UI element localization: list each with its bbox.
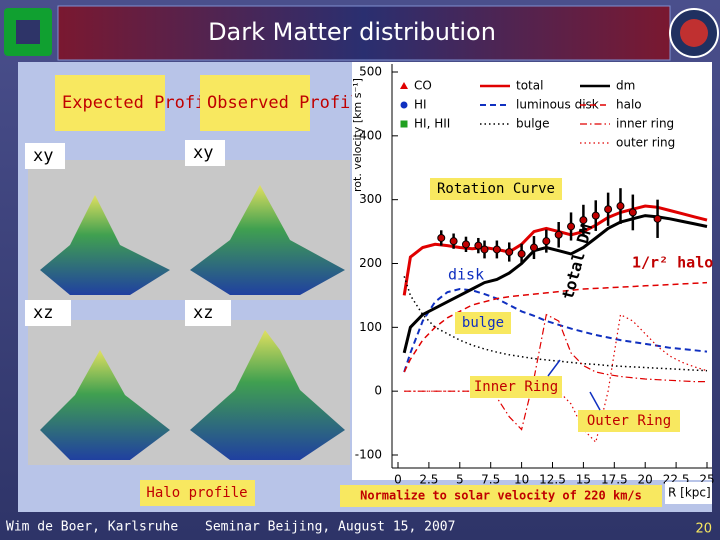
logo-right [669, 8, 719, 58]
data-point [591, 211, 600, 220]
x-tick-label: 17.5 [601, 473, 628, 487]
slide-title: Dark Matter distribution [208, 18, 496, 46]
legend-label: total [516, 79, 543, 93]
curve [404, 313, 708, 444]
arrow [547, 359, 561, 377]
data-point [449, 237, 458, 246]
data-point [461, 240, 470, 249]
annotation: Outer Ring [587, 413, 671, 429]
curve [402, 204, 708, 296]
label-box [25, 143, 65, 169]
data-point [474, 241, 483, 250]
title-banner [57, 5, 671, 61]
x-tick-label: 2.5 [419, 473, 438, 487]
data-point [480, 245, 489, 254]
x-tick-label: 0 [394, 473, 402, 487]
label-box [185, 140, 225, 166]
xy-label: xy [193, 143, 213, 163]
legend-label: CO [414, 79, 432, 93]
x-tick-label: 20 [638, 473, 653, 487]
y-tick-label: 200 [359, 256, 382, 270]
legend-label: bulge [516, 117, 550, 131]
data-point [628, 208, 637, 217]
surface-plots [28, 160, 350, 465]
expected-label: Expected Profile [62, 93, 226, 113]
arrow [589, 391, 601, 411]
x-tick-label: 12.5 [539, 473, 566, 487]
data-point [604, 205, 613, 214]
curve [403, 281, 708, 373]
legend-label: HI, HII [414, 117, 450, 131]
annotation: disk [448, 266, 484, 284]
data-point [567, 222, 576, 231]
data-point [529, 243, 538, 252]
page-number: 20 [695, 522, 712, 537]
y-tick-label: 400 [359, 128, 382, 142]
label-box [55, 75, 165, 131]
data-point [505, 248, 514, 257]
xz-label: xz [33, 303, 53, 323]
x-axis-label: R [kpc] [668, 486, 711, 500]
data-point [554, 230, 563, 239]
x-tick-label: 10 [514, 473, 529, 487]
annotation-box [578, 410, 680, 432]
logo-left [4, 8, 52, 56]
annotation-box [340, 485, 662, 507]
data-point [653, 214, 662, 223]
y-tick-label: 300 [359, 192, 382, 206]
x-tick-label: 15 [576, 473, 591, 487]
legend-label: halo [616, 98, 642, 112]
annotation-box [455, 312, 511, 334]
y-tick-label: 500 [359, 65, 382, 79]
annotation: Inner Ring [474, 379, 558, 395]
y-tick-label: 0 [374, 384, 382, 398]
data-point [542, 237, 551, 246]
legend-label: outer ring [616, 136, 675, 150]
legend-marker [400, 120, 408, 128]
xy-label: xy [33, 146, 53, 166]
footer-author: Wim de Boer, Karlsruhe [6, 520, 178, 535]
xz-label: xz [193, 303, 213, 323]
annotation-box [470, 376, 562, 398]
curve [403, 276, 708, 372]
annotation: 1/r² halo [632, 254, 713, 272]
annotation: bulge [462, 315, 504, 331]
data-point [517, 249, 526, 258]
data-point [616, 202, 625, 211]
legend-marker [400, 82, 408, 89]
legend-label: inner ring [616, 117, 674, 131]
label-box [140, 480, 255, 506]
curve [403, 287, 708, 373]
label-box [185, 300, 231, 326]
halo-profile-label: Halo profile [146, 485, 247, 501]
legend-label: dm [616, 79, 635, 93]
x-tick-label: 5 [456, 473, 464, 487]
annotation-box [430, 178, 562, 200]
observed-label: Observed Profile [207, 93, 371, 113]
annotation: Normalize to solar velocity of 220 km/s [360, 489, 642, 503]
legend-marker [400, 101, 408, 109]
legend-label: HI [414, 98, 427, 112]
annotation: Rotation Curve [437, 181, 555, 197]
data-point [579, 216, 588, 225]
y-tick-label: 100 [359, 320, 382, 334]
y-tick-label: -100 [355, 448, 382, 462]
y-axis-label: rot. velocity [km s⁻¹] [351, 78, 364, 192]
x-tick-label: 7.5 [481, 473, 500, 487]
data-point [492, 245, 501, 254]
label-box [25, 300, 71, 326]
label-box [200, 75, 310, 131]
data-point [437, 233, 446, 242]
rotation-chart: -100 0 100 200 300 400 500 0 2.5 5 7.5 10 12.5 15 17.5… [340, 64, 715, 507]
footer-event: Seminar Beijing, August 15, 2007 [205, 520, 455, 535]
legend-label: luminous disk [516, 98, 599, 112]
label-box [665, 482, 712, 504]
